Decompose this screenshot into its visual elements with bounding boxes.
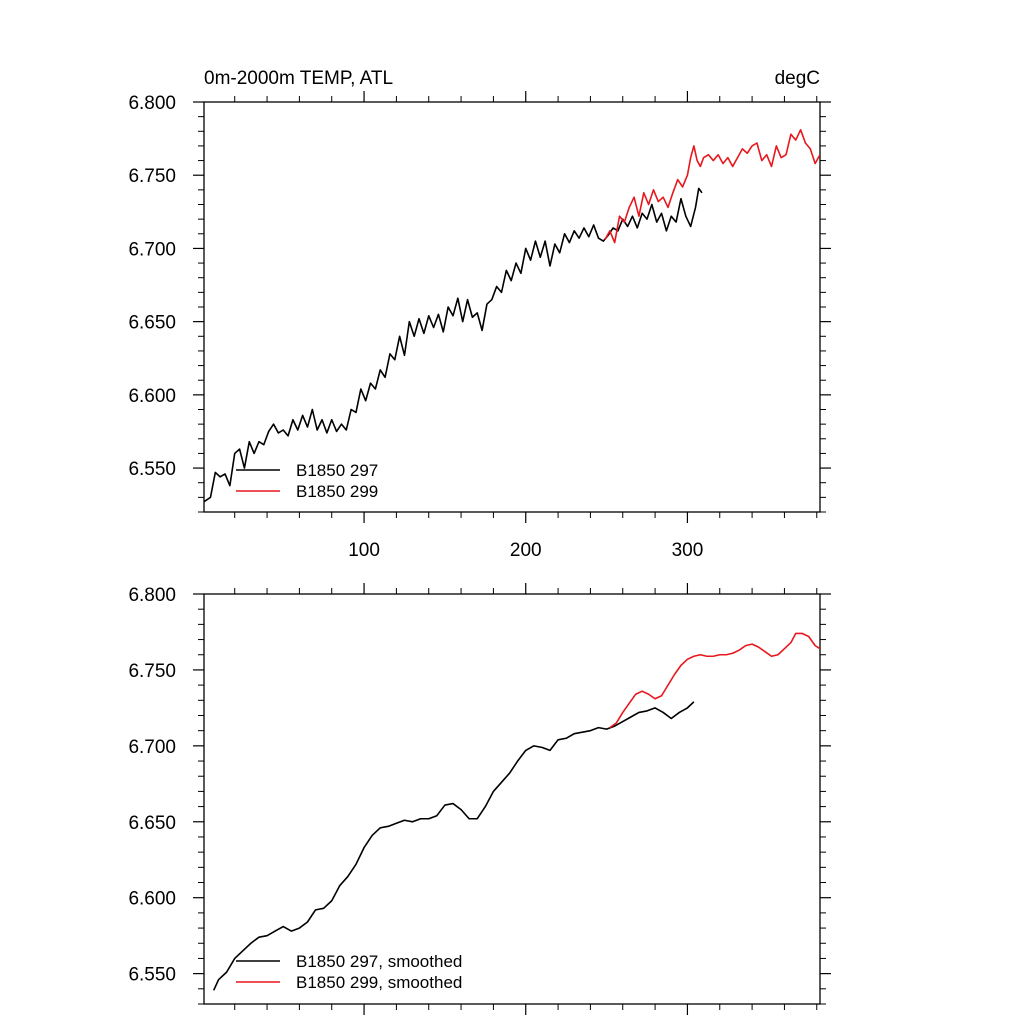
x-tick-label: 200 (510, 540, 542, 561)
chart-title-left: 0m-2000m TEMP, ATL (204, 68, 393, 89)
legend-label: B1850 299 (296, 482, 378, 501)
y-tick-label: 6.650 (128, 813, 176, 834)
x-tick-label: 100 (348, 540, 380, 561)
plot-frame (203, 593, 821, 1005)
y-tick-label: 6.550 (128, 965, 176, 986)
bottom-panel-smoothed: 6.550 6.600 6.650 6.700 6.750 6.800 B1850 297,… (128, 583, 831, 1015)
chart-title-units: degC (775, 68, 820, 89)
series-line-b1850-299 (609, 632, 820, 729)
y-tick-label: 6.800 (128, 93, 176, 114)
x-tick-label: 300 (672, 540, 704, 561)
series-line-b1850-297 (212, 701, 695, 991)
legend-label: B1850 297 (296, 461, 378, 480)
legend-label: B1850 297, smoothed (296, 952, 462, 971)
top-panel-raw: 6.550 6.600 6.650 6.700 6.750 6.800 100 200 300 B… (128, 91, 831, 561)
plot-frame (203, 101, 821, 513)
y-tick-label: 6.550 (128, 459, 176, 480)
y-tick-label: 6.750 (128, 661, 176, 682)
y-tick-label: 6.600 (128, 386, 176, 407)
y-tick-label: 6.700 (128, 239, 176, 260)
series-line-b1850-299 (604, 129, 820, 244)
y-tick-label: 6.700 (128, 737, 176, 758)
y-tick-label: 6.650 (128, 313, 176, 334)
legend-label: B1850 299, smoothed (296, 973, 462, 992)
y-tick-label: 6.750 (128, 166, 176, 187)
y-tick-label: 6.800 (128, 585, 176, 606)
y-tick-label: 6.600 (128, 889, 176, 910)
series-line-b1850-297 (204, 187, 703, 503)
